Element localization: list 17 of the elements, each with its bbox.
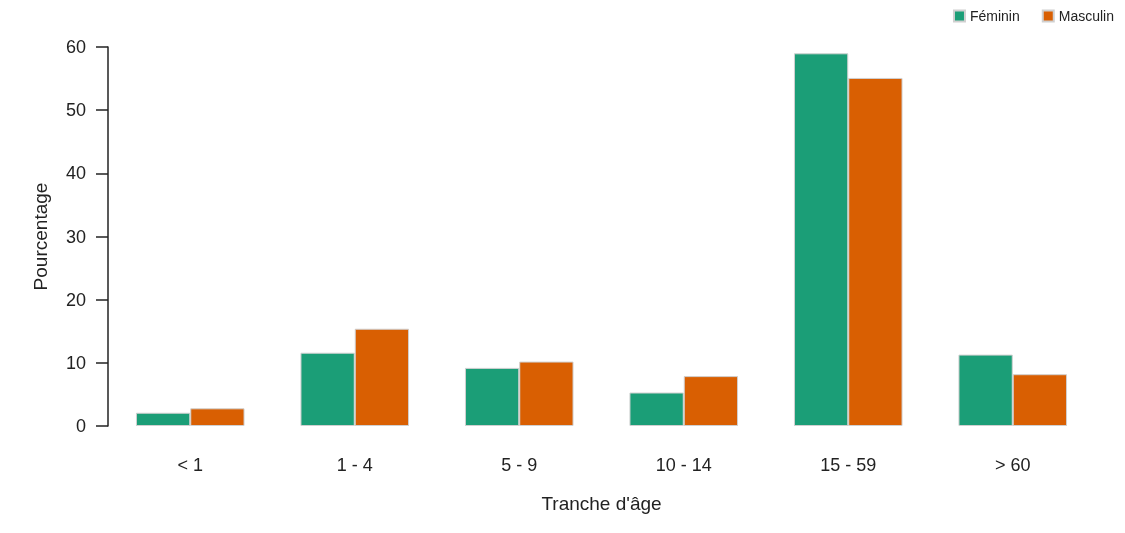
x-tick-label: 1 - 4 (336, 455, 373, 475)
x-tick-label: 10 - 14 (655, 455, 712, 475)
x-tick-label: 15 - 59 (820, 455, 877, 475)
y-tick-label: 50 (65, 100, 86, 121)
legend-label: Féminin (969, 8, 1020, 24)
y-axis-title: Pourcentage (30, 182, 51, 291)
x-tick-label: > 60 (994, 455, 1031, 475)
x-tick-label: 5 - 9 (501, 455, 538, 475)
legend-label: Masculin (1058, 8, 1115, 24)
y-tick-label: 30 (65, 226, 86, 247)
y-tick-label: 40 (65, 163, 86, 184)
y-tick-label: 10 (65, 352, 86, 373)
y-tick-label: 20 (65, 289, 86, 310)
x-tick-label: < 1 (177, 455, 204, 475)
y-tick-label: 0 (75, 416, 86, 436)
y-tick-label: 60 (65, 37, 86, 57)
x-axis-title: Tranche d'âge (541, 493, 662, 514)
